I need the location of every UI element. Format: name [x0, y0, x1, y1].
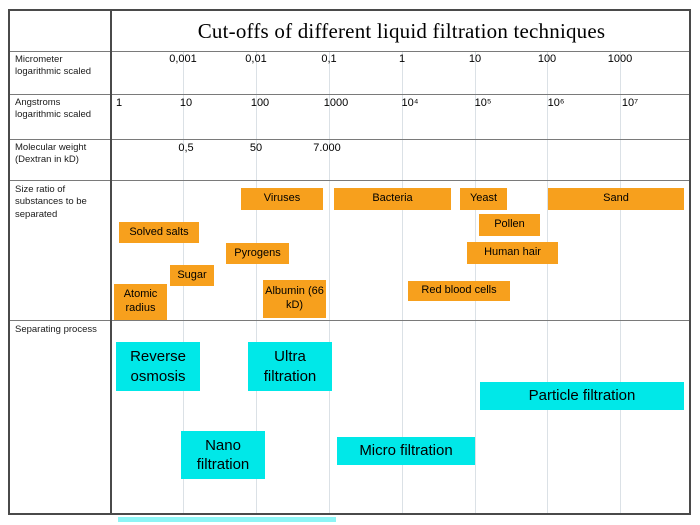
process-box-reverse-osmosis: Reverse osmosis: [116, 342, 200, 391]
row-separator: [10, 51, 689, 52]
angstrom-tick: 1: [116, 97, 123, 109]
micrometer-tick: 1000: [607, 53, 633, 65]
molecular-tick: 7.000: [313, 142, 341, 154]
substance-box-sand: Sand: [548, 188, 684, 210]
substance-box-atomic-radius: Atomic radius: [114, 284, 167, 320]
page-title: Cut-offs of different liquid filtration …: [197, 18, 606, 43]
row-label-size-ratio: Size ratio of substances to be separated: [15, 184, 87, 220]
micrometer-tick: 0,1: [321, 53, 337, 65]
micrometer-tick: 100: [537, 53, 557, 65]
angstrom-tick: 10⁵: [474, 97, 492, 109]
substance-box-red-blood-cells: Red blood cells: [408, 281, 510, 301]
micrometer-tick: 0,01: [245, 53, 267, 65]
angstrom-tick: 10⁶: [547, 97, 565, 109]
substance-box-pyrogens: Pyrogens: [226, 243, 289, 264]
gridline: [402, 51, 403, 513]
row-separator: [10, 139, 689, 140]
gridline: [256, 51, 257, 513]
angstrom-tick: 10⁴: [401, 97, 419, 109]
process-box-particle-filtration: Particle filtration: [480, 382, 684, 410]
micrometer-tick: 0,001: [169, 53, 197, 65]
row-label-separating-process: Separating process: [15, 324, 97, 335]
row-separator: [10, 94, 689, 95]
substance-box-viruses: Viruses: [241, 188, 323, 210]
angstrom-tick: 10: [179, 97, 193, 109]
molecular-tick: 0,5: [178, 142, 194, 154]
angstrom-tick: 1000: [323, 97, 349, 109]
substance-box-human-hair: Human hair: [467, 242, 558, 264]
micrometer-tick: 1: [398, 53, 406, 65]
process-box-micro-filtration: Micro filtration: [337, 437, 475, 465]
row-label-molecular-weight: Molecular weight (Dextran in kD): [15, 142, 87, 166]
diagram-table: Cut-offs of different liquid filtration …: [8, 9, 691, 515]
process-box-nano-filtration: Nano filtration: [181, 431, 265, 479]
substance-box-yeast: Yeast: [460, 188, 507, 210]
gridline: [620, 51, 621, 513]
substance-box-albumin: Albumin (66 kD): [263, 280, 326, 318]
row-separator: [10, 180, 689, 181]
substance-box-bacteria: Bacteria: [334, 188, 451, 210]
gridline: [547, 51, 548, 513]
row-label-micrometer: Micrometer logarithmic scaled: [15, 54, 92, 78]
substance-box-pollen: Pollen: [479, 214, 540, 236]
column-divider: [110, 11, 112, 513]
substance-box-sugar: Sugar: [170, 265, 214, 286]
substance-box-solved-salts: Solved salts: [119, 222, 199, 243]
process-box-ultra-filtration: Ultra filtration: [248, 342, 332, 391]
row-separator: [10, 320, 689, 321]
angstrom-tick: 100: [250, 97, 270, 109]
angstrom-tick: 10⁷: [621, 97, 639, 109]
row-label-angstroms: Angstroms logarithmic scaled: [15, 97, 92, 121]
cut-off-process-box-fragment: [118, 517, 336, 522]
micrometer-tick: 10: [468, 53, 482, 65]
molecular-tick: 50: [249, 142, 263, 154]
gridline: [329, 51, 330, 513]
